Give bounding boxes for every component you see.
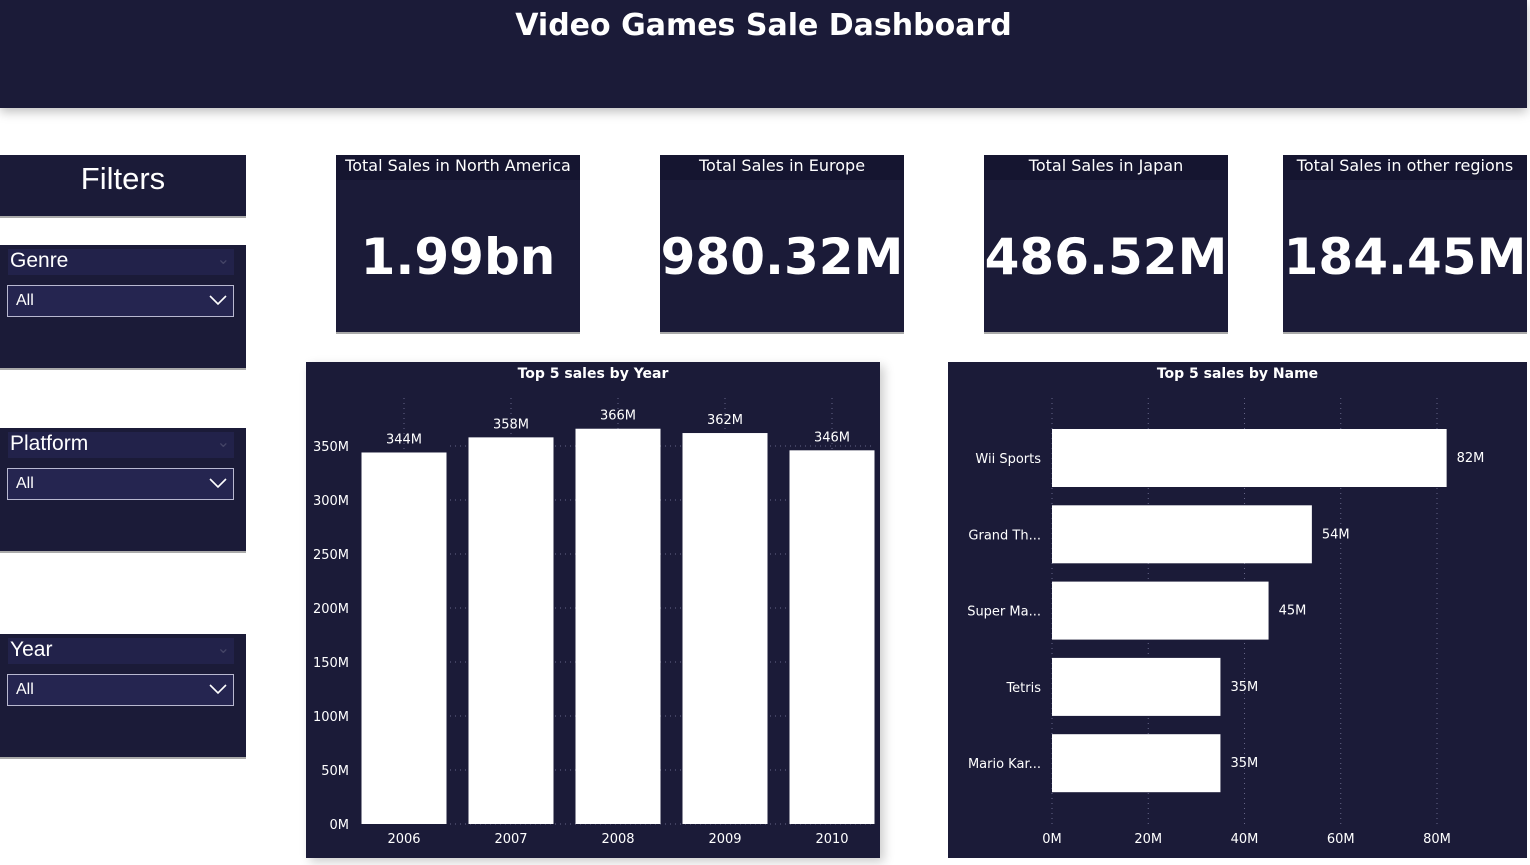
slicer-platform: Platform ⌄ All <box>0 428 246 553</box>
filters-title: Filters <box>0 155 246 218</box>
y-tick-label: 350M <box>313 440 349 455</box>
y-tick-label: 100M <box>313 710 349 725</box>
kpi-title: Total Sales in Japan <box>984 155 1228 180</box>
dashboard-title: Video Games Sale Dashboard <box>515 8 1012 43</box>
bar <box>682 433 768 824</box>
y-category-label: Super Ma... <box>967 605 1041 620</box>
kpi-card: Total Sales in other regions 184.45M <box>1283 155 1527 334</box>
slicer-label: Year <box>10 638 53 661</box>
x-tick-label: 2010 <box>815 832 848 847</box>
bar <box>575 428 661 824</box>
x-tick-label: 40M <box>1231 832 1259 847</box>
y-tick-label: 250M <box>313 548 349 563</box>
kpi-card: Total Sales in Europe 980.32M <box>660 155 904 334</box>
slicer-dropdown[interactable]: All <box>7 674 234 706</box>
name-chart-title: Top 5 sales by Name <box>1156 366 1319 382</box>
slicer-year: Year ⌄ All <box>0 634 246 759</box>
slicer-dropdown[interactable]: All <box>7 468 234 500</box>
kpi-title: Total Sales in Europe <box>660 155 904 180</box>
kpi-value: 1.99bn <box>360 228 556 286</box>
chevron-down-icon[interactable]: ⌄ <box>216 434 230 451</box>
kpi-title: Total Sales in other regions <box>1283 155 1527 180</box>
chevron-down-icon <box>209 289 227 314</box>
slicer-value: All <box>16 292 34 309</box>
x-tick-label: 2006 <box>387 832 420 847</box>
data-label: 344M <box>386 432 422 447</box>
data-label: 358M <box>493 417 529 432</box>
chevron-down-icon <box>209 678 227 703</box>
slicer-label: Genre <box>10 249 69 272</box>
x-tick-label: 0M <box>1042 832 1062 847</box>
slicer-label: Platform <box>10 432 89 455</box>
year-chart-title: Top 5 sales by Year <box>517 366 669 382</box>
data-label: 54M <box>1322 527 1350 542</box>
y-category-label: Mario Kar... <box>968 757 1041 772</box>
bar <box>789 450 875 824</box>
slicer-header[interactable]: Platform ⌄ <box>8 432 234 458</box>
y-tick-label: 200M <box>313 602 349 617</box>
data-label: 45M <box>1279 604 1307 619</box>
y-tick-label: 0M <box>330 818 350 833</box>
x-tick-label: 60M <box>1327 832 1355 847</box>
y-category-label: Grand Th... <box>968 528 1041 543</box>
slicer-header[interactable]: Year ⌄ <box>8 638 234 664</box>
kpi-value: 980.32M <box>660 228 904 286</box>
x-tick-label: 2009 <box>708 832 741 847</box>
chevron-down-icon[interactable]: ⌄ <box>216 640 230 657</box>
kpi-card: Total Sales in North America 1.99bn <box>336 155 580 334</box>
data-label: 82M <box>1457 451 1485 466</box>
bar <box>1052 734 1221 793</box>
bar <box>1052 429 1447 487</box>
data-label: 35M <box>1230 680 1258 695</box>
x-tick-label: 2008 <box>601 832 634 847</box>
bar <box>1052 657 1221 716</box>
y-tick-label: 300M <box>313 494 349 509</box>
kpi-value: 486.52M <box>984 228 1228 286</box>
bar <box>468 437 554 824</box>
chevron-down-icon <box>209 472 227 497</box>
year-chart-panel: Top 5 sales by Year 0M 50M 100M 150M 200M 250… <box>306 362 880 858</box>
y-tick-label: 150M <box>313 656 349 671</box>
slicer-value: All <box>16 681 34 698</box>
x-tick-label: 20M <box>1134 832 1162 847</box>
x-tick-label: 2007 <box>494 832 527 847</box>
y-category-label: Wii Sports <box>975 452 1041 467</box>
bar <box>361 452 447 824</box>
y-category-label: Tetris <box>1005 681 1041 696</box>
slicer-value: All <box>16 475 34 492</box>
name-chart-panel: Top 5 sales by Name 0M 20M 40M 60M 80M Wii Sp… <box>948 362 1527 858</box>
kpi-value: 184.45M <box>1283 228 1527 286</box>
slicer-dropdown[interactable]: All <box>7 285 234 317</box>
bar <box>1052 581 1269 640</box>
year-bar-chart: 0M 50M 100M 150M 200M 250M 300M 350M 344M 2006 358… <box>313 398 875 847</box>
chevron-down-icon[interactable]: ⌄ <box>216 251 230 268</box>
data-label: 366M <box>600 409 636 424</box>
dashboard-header: Video Games Sale Dashboard <box>0 0 1527 108</box>
slicer-genre: Genre ⌄ All <box>0 245 246 370</box>
kpi-card: Total Sales in Japan 486.52M <box>984 155 1228 334</box>
bar <box>1052 505 1312 564</box>
kpi-title: Total Sales in North America <box>336 155 580 180</box>
x-tick-label: 80M <box>1423 832 1451 847</box>
data-label: 35M <box>1230 756 1258 771</box>
name-bar-chart: 0M 20M 40M 60M 80M Wii Sports 82M Grand Th... 54… <box>967 398 1485 847</box>
slicer-header[interactable]: Genre ⌄ <box>8 249 234 275</box>
y-tick-label: 50M <box>321 764 349 779</box>
data-label: 346M <box>814 430 850 445</box>
data-label: 362M <box>707 413 743 428</box>
